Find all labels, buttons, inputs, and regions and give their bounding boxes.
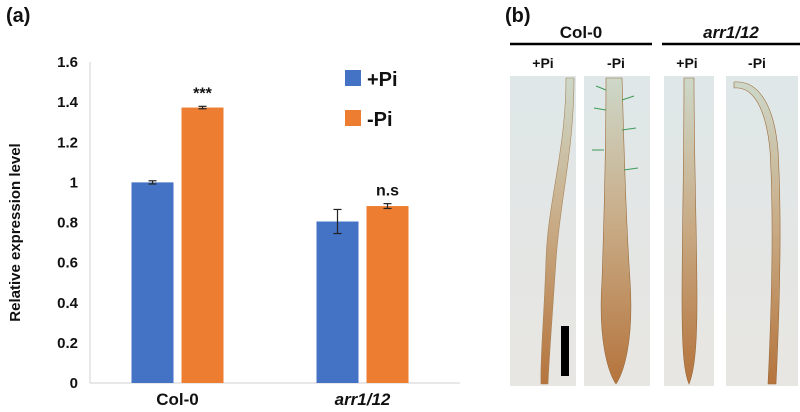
y-tick-label: 1.4 bbox=[57, 94, 79, 111]
y-tick-label: 1.6 bbox=[57, 54, 78, 71]
x-category-label: Col-0 bbox=[156, 390, 199, 409]
error-bar bbox=[333, 208, 342, 235]
condition-label-col0-plus-pi: +Pi bbox=[532, 55, 553, 71]
bar-arr112-minus-pi bbox=[366, 206, 409, 383]
y-tick-label: 0.2 bbox=[57, 335, 78, 352]
y-tick-label: 0.8 bbox=[57, 215, 78, 232]
legend: +Pi -Pi bbox=[345, 69, 398, 131]
root-image-arr112-minus-pi bbox=[726, 76, 798, 386]
y-axis-ticks: 0 0.2 0.4 0.6 0.8 1 1.2 1.4 1.6 bbox=[57, 54, 79, 392]
y-tick-label: 0 bbox=[70, 375, 78, 392]
legend-label: -Pi bbox=[367, 109, 393, 131]
x-category-label: arr1/12 bbox=[335, 390, 391, 409]
error-bar bbox=[383, 203, 392, 210]
significance-label: n.s bbox=[376, 183, 399, 200]
legend-label: +Pi bbox=[367, 69, 398, 91]
error-bar bbox=[198, 105, 207, 110]
legend-swatch bbox=[345, 110, 361, 126]
group-label-arr112: arr1/12 bbox=[703, 23, 759, 42]
root-image-arr112-plus-pi bbox=[664, 76, 714, 386]
condition-label-col0-minus-pi: -Pi bbox=[607, 55, 625, 71]
bar-col0-plus-pi bbox=[131, 182, 174, 383]
scale-bar bbox=[561, 326, 569, 376]
condition-label-arr112-minus-pi: -Pi bbox=[748, 55, 766, 71]
error-bar bbox=[148, 180, 157, 185]
bar-col0-minus-pi bbox=[181, 107, 224, 384]
root-image-col0-minus-pi bbox=[561, 76, 650, 386]
bars bbox=[131, 105, 409, 384]
y-tick-label: 0.4 bbox=[57, 295, 79, 312]
bar-arr112-plus-pi bbox=[316, 221, 359, 383]
legend-swatch bbox=[345, 70, 361, 86]
panel-b-label: (b) bbox=[505, 5, 531, 27]
y-tick-label: 1.2 bbox=[57, 134, 78, 151]
y-tick-label: 0.6 bbox=[57, 255, 78, 272]
panel-a-label: (a) bbox=[6, 5, 30, 27]
significance-annotations: *** n.s bbox=[193, 85, 399, 199]
bar-chart: Relative expression level 0 0.2 0.4 0.6 0.8 1… bbox=[7, 54, 460, 409]
condition-label-arr112-plus-pi: +Pi bbox=[676, 55, 697, 71]
significance-label: *** bbox=[193, 85, 212, 102]
group-label-col0: Col-0 bbox=[560, 23, 603, 42]
root-micrograph-panel: Col-0 arr1/12 +Pi -Pi +Pi -Pi bbox=[510, 23, 800, 386]
y-tick-label: 1 bbox=[70, 174, 78, 191]
x-axis-categories: Col-0 arr1/12 bbox=[156, 390, 391, 409]
y-axis-label: Relative expression level bbox=[7, 143, 24, 321]
